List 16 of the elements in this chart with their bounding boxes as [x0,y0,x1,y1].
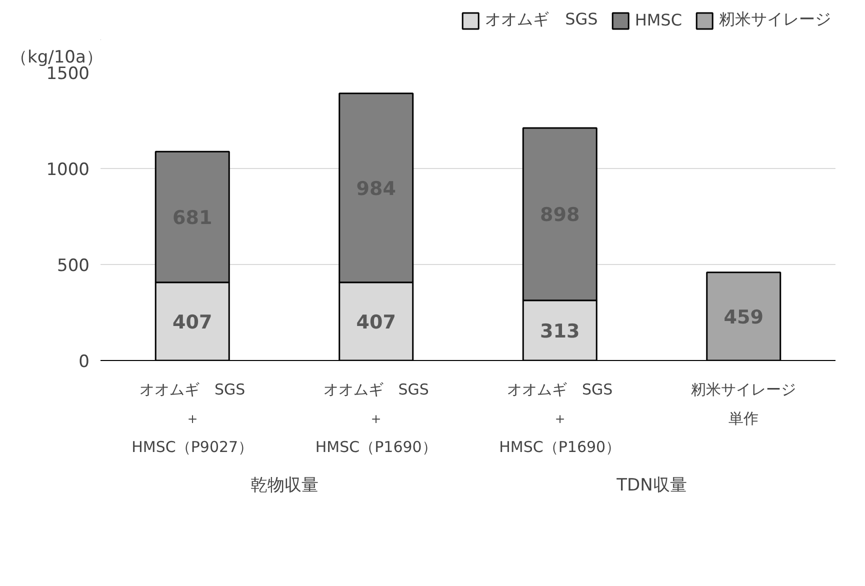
x-tick-label: オオムギ゙SGS ＋ HMSC（P1690） [315,380,437,456]
x-tick-label: 籾米サイレージ単作 [691,380,796,428]
legend-label: HMSC [634,10,682,30]
x-tick-label: オオムギ゙SGS ＋ HMSC（P1690） [499,380,621,456]
data-label: 313 [540,320,580,342]
text: 乾物収量 [250,476,318,496]
y-tick-label: 1000 [46,160,90,180]
data-label: 407 [356,311,396,334]
legend-label: 籾米サイレージ [719,10,831,30]
y-tick-label: 0 [78,352,90,372]
data-label: 407 [172,311,212,334]
x-tick-label: オオムギ゙SGS ＋ HMSC（P9027） [132,380,254,456]
y-tick-label: 500 [57,256,90,276]
legend-label: オオムギ゙SGS [485,10,598,30]
text: TDN収量 [616,476,687,496]
data-label: 459 [724,306,764,328]
